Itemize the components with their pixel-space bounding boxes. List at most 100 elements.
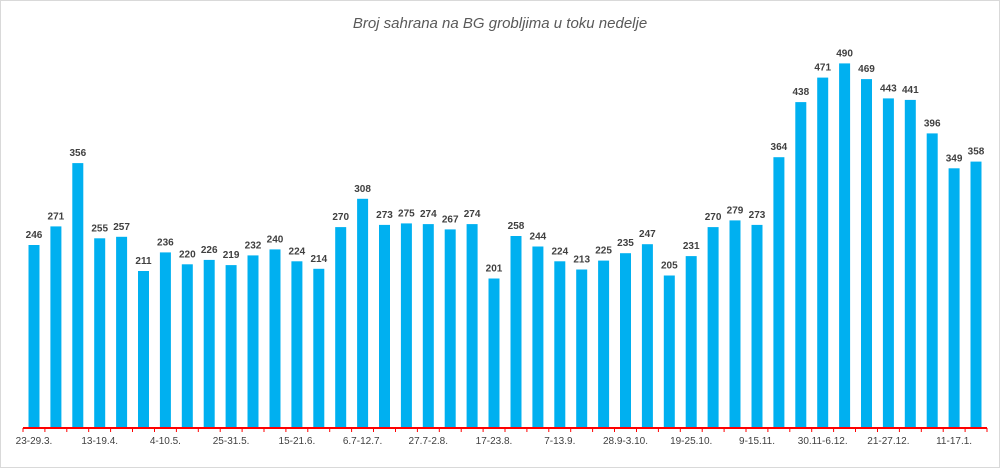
- x-tick-label: 11-17.1.: [936, 436, 972, 447]
- bar: [466, 224, 478, 428]
- bar-value-label: 274: [464, 209, 481, 220]
- bars-group: [28, 63, 982, 429]
- bar: [159, 252, 171, 428]
- x-tick-label: 28.9-3.10.: [603, 436, 648, 447]
- bar-value-label: 273: [376, 210, 393, 221]
- bar-value-label: 364: [771, 142, 788, 153]
- bar-value-label: 226: [201, 245, 218, 256]
- bar: [357, 198, 369, 428]
- bar-value-label: 257: [113, 222, 130, 233]
- bar-value-label: 247: [639, 229, 656, 240]
- bar-value-label: 490: [836, 48, 853, 59]
- bar: [663, 275, 675, 428]
- bar-value-label: 255: [91, 223, 108, 234]
- x-tick-label: 9-15.11.: [739, 436, 775, 447]
- bar: [707, 227, 719, 428]
- bar: [510, 236, 522, 428]
- bar: [861, 79, 872, 428]
- x-tick-label: 17-23.8.: [476, 436, 513, 447]
- bar-value-label: 471: [814, 63, 831, 74]
- bar: [116, 236, 128, 428]
- bar-value-label: 308: [354, 184, 371, 195]
- chart-title: Broj sahrana na BG grobljima u toku nede…: [352, 15, 648, 32]
- bar: [948, 168, 960, 429]
- bar-value-label: 213: [573, 255, 590, 266]
- bar: [28, 245, 40, 428]
- bar-value-label: 349: [946, 153, 963, 164]
- bar-value-label: 224: [289, 246, 306, 257]
- x-tick-label: 7-13.9.: [544, 436, 575, 447]
- bar: [400, 223, 412, 428]
- bar-value-label: 219: [223, 250, 240, 261]
- x-tick-label: 13-19.4.: [81, 436, 118, 447]
- bar-value-label: 273: [749, 210, 766, 221]
- bar: [291, 261, 303, 428]
- bar: [751, 224, 763, 428]
- bar-value-label: 211: [135, 256, 152, 267]
- bar-value-label: 201: [486, 264, 503, 275]
- bar: [882, 98, 894, 429]
- bar: [620, 253, 631, 428]
- x-tick-label: 23-29.3.: [16, 436, 53, 447]
- bar-value-label: 246: [26, 230, 43, 241]
- x-tick-label: 27.7-2.8.: [409, 436, 448, 447]
- bar-value-label: 271: [48, 211, 65, 222]
- bar-value-label: 441: [902, 85, 919, 96]
- bar: [817, 77, 829, 428]
- bar: [422, 224, 434, 428]
- bar: [773, 157, 785, 428]
- bar-value-label: 279: [727, 205, 744, 216]
- bar: [247, 255, 259, 428]
- bar: [72, 163, 84, 428]
- bar-value-label: 396: [924, 118, 941, 129]
- bar-value-label: 235: [617, 238, 634, 249]
- x-tick-label: 19-25.10.: [670, 436, 712, 447]
- x-ticks-group: [22, 428, 988, 432]
- bar-value-label: 356: [69, 148, 86, 159]
- x-tick-label: 15-21.6.: [279, 436, 316, 447]
- bar: [598, 260, 610, 428]
- bar-value-label: 214: [310, 254, 327, 265]
- bar: [970, 161, 982, 428]
- bar: [729, 220, 741, 428]
- bar-value-label: 270: [332, 212, 349, 223]
- bar-value-label: 274: [420, 209, 437, 220]
- bar: [488, 278, 500, 428]
- bar-value-label: 258: [508, 221, 525, 232]
- bar: [926, 133, 938, 428]
- bar-value-label: 232: [245, 240, 262, 251]
- value-labels-group: 246 271 356 255 257 211 236 220 226 219 232 240 224 2…: [26, 48, 985, 274]
- bar-value-label: 270: [705, 212, 722, 223]
- bar-value-label: 236: [157, 237, 174, 248]
- bar-value-label: 240: [267, 234, 284, 245]
- bar: [839, 63, 851, 429]
- bar: [94, 238, 106, 428]
- bar: [576, 269, 588, 428]
- x-tick-label: 4-10.5.: [150, 436, 181, 447]
- bar-value-label: 469: [858, 64, 875, 75]
- x-tick-label: 6.7-12.7.: [343, 436, 382, 447]
- bar-value-label: 267: [442, 214, 459, 225]
- bar-value-label: 358: [968, 147, 985, 158]
- bar-value-label: 224: [551, 246, 568, 257]
- bar: [50, 226, 62, 428]
- bar-value-label: 231: [683, 241, 700, 252]
- bar: [685, 256, 697, 428]
- bar: [138, 271, 149, 428]
- bar: [904, 99, 916, 429]
- bar-value-label: 275: [398, 208, 415, 219]
- bar: [313, 268, 325, 428]
- bar-value-label: 220: [179, 249, 196, 260]
- bar-value-label: 244: [530, 232, 547, 243]
- bar: [203, 259, 215, 428]
- bar: [269, 249, 281, 428]
- x-tick-label: 25-31.5.: [213, 436, 250, 447]
- bar-value-label: 443: [880, 83, 897, 94]
- bar: [554, 261, 566, 428]
- category-labels-group: 23-29.3. 13-19.4. 4-10.5. 25-31.5. 15-21.6. 6…: [16, 436, 972, 447]
- bar: [444, 229, 456, 428]
- bar-value-label: 205: [661, 261, 678, 272]
- bar: [795, 102, 807, 428]
